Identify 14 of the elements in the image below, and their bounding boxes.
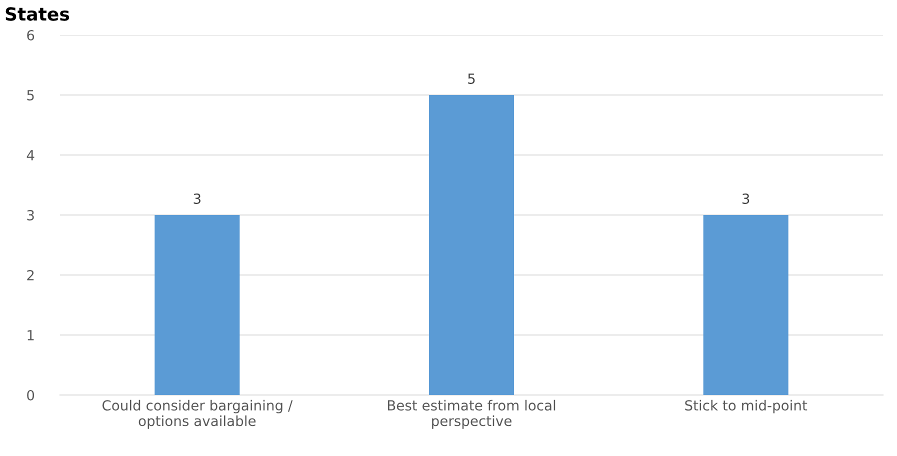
y-tick-label: 0 (27, 390, 34, 400)
x-tick-label: Could consider bargaining / options available (102, 400, 293, 429)
y-tick-label: 5 (27, 90, 34, 100)
x-tick-label: Stick to mid-point (685, 400, 808, 414)
y-tick-label: 3 (27, 210, 34, 220)
data-label: 3 (742, 193, 750, 204)
chart-title: States (6, 7, 70, 21)
x-tick-label: Best estimate from local perspective (388, 400, 556, 429)
y-tick-label: 4 (26, 150, 34, 160)
data-label: 5 (468, 74, 475, 84)
y-tick-label: 2 (27, 270, 34, 280)
data-label: 3 (194, 193, 200, 204)
y-tick-label: 6 (27, 30, 34, 40)
y-tick-label: 1 (28, 330, 34, 340)
